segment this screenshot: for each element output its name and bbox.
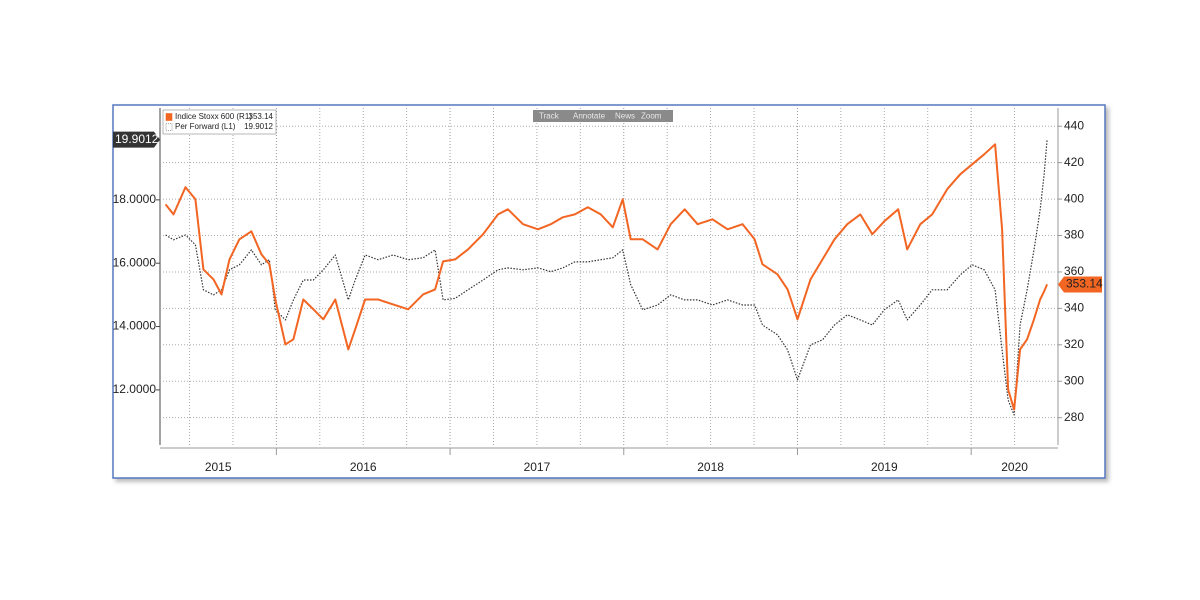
y2-tick-label: 420 bbox=[1064, 155, 1084, 169]
x-tick-label: 2019 bbox=[871, 460, 898, 474]
legend-swatch bbox=[165, 123, 173, 131]
x-tick-label: 2020 bbox=[1001, 460, 1028, 474]
labels: 280 300 320 340 360 380 400 420 440 12.0000 14.000… bbox=[113, 109, 1103, 474]
series-line bbox=[165, 139, 1048, 416]
y2-tick-label: 380 bbox=[1064, 228, 1084, 242]
legend-box bbox=[162, 109, 277, 135]
y-tick-label: 16.0000 bbox=[113, 255, 157, 269]
toolbar-button[interactable]: Annotate bbox=[573, 112, 606, 121]
x-tick-label: 2017 bbox=[524, 460, 551, 474]
y-tick-label: 18.0000 bbox=[113, 192, 157, 206]
y2-tick-label: 320 bbox=[1064, 337, 1084, 351]
x-tick-label: 2018 bbox=[697, 460, 724, 474]
y-tick-label: 12.0000 bbox=[113, 382, 157, 396]
y2-tick-label: 360 bbox=[1064, 264, 1084, 278]
plot bbox=[164, 139, 1049, 416]
y2-tick-label: 400 bbox=[1064, 191, 1084, 205]
last-value-label: 353.14 bbox=[1066, 277, 1103, 291]
grid bbox=[156, 108, 1062, 455]
chart-frame bbox=[112, 104, 1106, 479]
y2-tick-label: 440 bbox=[1064, 118, 1084, 132]
x-tick-label: 2016 bbox=[350, 460, 377, 474]
y2-tick-label: 300 bbox=[1064, 373, 1084, 387]
legend-value: 19.9012 bbox=[244, 122, 273, 131]
legend-label: Per Forward (L1) bbox=[175, 122, 236, 131]
series-line bbox=[164, 143, 1049, 411]
toolbar-button[interactable]: Zoom bbox=[641, 112, 662, 121]
toolbar: Track Annotate News Zoom bbox=[533, 110, 673, 122]
toolbar-button[interactable]: Track bbox=[539, 112, 560, 121]
y-tick-label: 14.0000 bbox=[113, 319, 157, 333]
last-value-tag bbox=[1058, 276, 1102, 293]
legend: Indice Stoxx 600 (R1)353.14 Per Forward (… bbox=[162, 109, 277, 135]
legend-value: 353.14 bbox=[249, 112, 274, 121]
toolbar-button[interactable]: News bbox=[615, 112, 635, 121]
legend-swatch bbox=[165, 113, 173, 121]
toolbar-bg bbox=[533, 110, 673, 122]
y2-tick-label: 340 bbox=[1064, 301, 1084, 315]
x-tick-label: 2015 bbox=[205, 460, 232, 474]
legend-label: Indice Stoxx 600 (R1) bbox=[175, 112, 252, 121]
last-value-tag bbox=[113, 131, 160, 148]
last-value-label: 19.9012 bbox=[115, 132, 159, 146]
y2-tick-label: 280 bbox=[1064, 410, 1084, 424]
